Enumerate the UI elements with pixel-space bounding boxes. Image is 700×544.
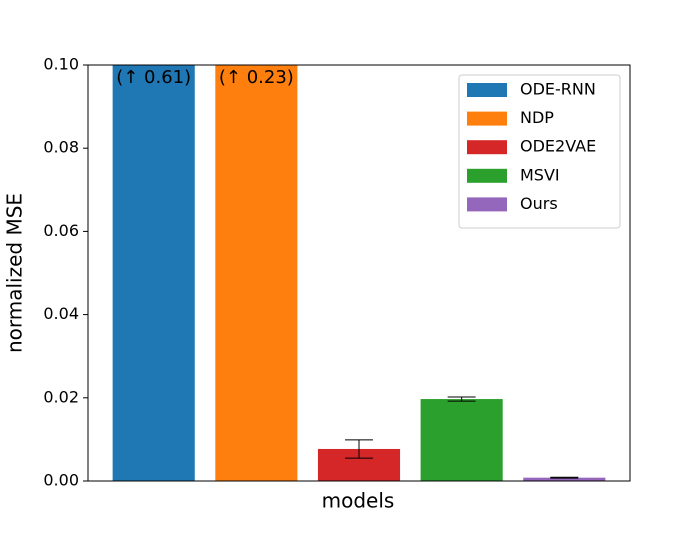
bar [112, 65, 195, 481]
error-bar [550, 476, 579, 479]
y-tick-label: 0.06 [43, 221, 79, 240]
legend-label: ODE-RNN [520, 80, 596, 99]
y-tick-label: 0.04 [43, 304, 79, 323]
error-bar [345, 439, 373, 459]
legend-label: MSVI [520, 165, 560, 184]
legend-label: Ours [520, 194, 558, 213]
legend-label: NDP [520, 108, 554, 127]
value-label: (↑ 0.61) [116, 67, 191, 88]
y-tick-label: 0.10 [43, 55, 79, 74]
y-tick-label: 0.00 [43, 471, 79, 490]
legend-swatch [467, 83, 507, 97]
y-tick-label: 0.02 [43, 387, 79, 406]
y-tick-label: 0.08 [43, 138, 79, 157]
y-axis-label: normalized MSE [3, 193, 27, 353]
legend-swatch [467, 140, 507, 155]
plot-frame [87, 64, 631, 482]
error-bar [447, 396, 476, 402]
legend-swatch [467, 168, 507, 183]
bar [523, 477, 606, 481]
bar [420, 399, 503, 481]
value-label: (↑ 0.23) [219, 67, 294, 88]
plot-area [112, 65, 606, 481]
x-axis-label: models [322, 489, 395, 513]
bar [215, 65, 298, 481]
legend-label: ODE2VAE [520, 137, 596, 156]
legend-swatch [467, 111, 507, 126]
legend-swatch [467, 197, 507, 212]
